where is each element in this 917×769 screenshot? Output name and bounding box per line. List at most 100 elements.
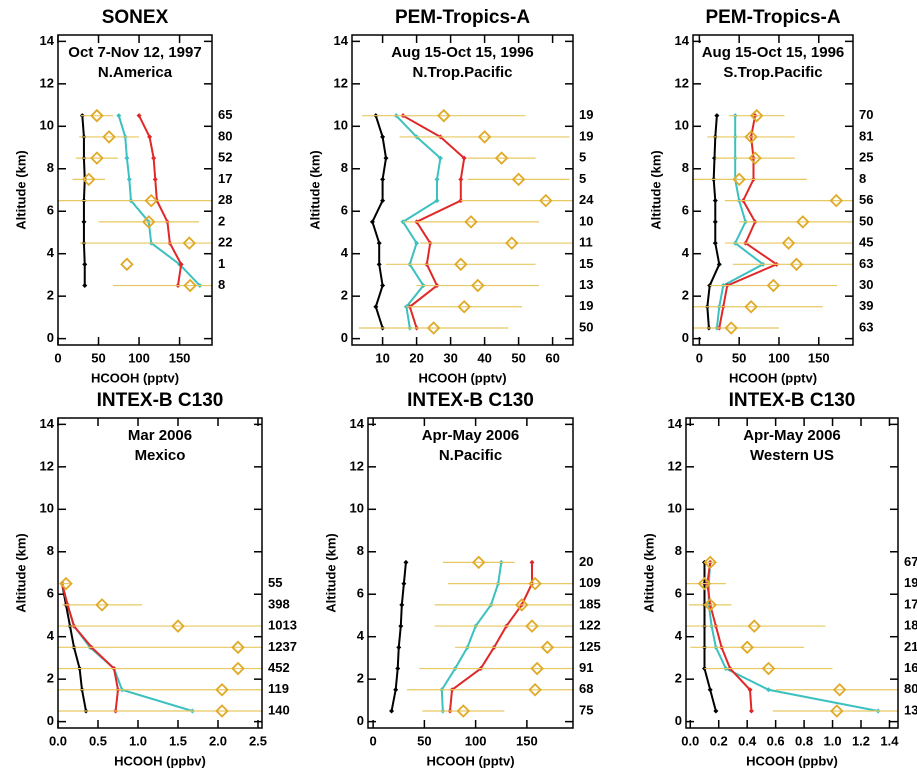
sample-count: 45 (859, 235, 873, 250)
diamond-marker (471, 555, 486, 570)
point-marker (711, 155, 717, 161)
y-tick-label: 2 (675, 671, 682, 686)
sample-count: 91 (579, 660, 593, 675)
point-marker (136, 113, 142, 119)
diamond-marker (215, 704, 229, 718)
y-tick-label: 10 (668, 501, 682, 516)
sample-count: 1237 (268, 639, 297, 654)
diamond-marker (182, 236, 197, 250)
point-marker (712, 240, 718, 246)
sample-count: 218 (904, 639, 917, 654)
diamond-marker (732, 172, 746, 187)
sample-count: 452 (268, 660, 290, 675)
y-tick-label: 12 (40, 458, 54, 473)
diamond-marker (471, 278, 485, 293)
sample-count: 52 (218, 150, 232, 165)
panel-subtitle: Apr-May 2006 (743, 427, 841, 444)
y-tick-label: 14 (668, 416, 683, 431)
plot-area (58, 108, 212, 293)
sample-count: 50 (579, 319, 593, 334)
x-tick-label: 50 (511, 350, 525, 365)
point-marker (380, 283, 386, 289)
axes-frame (57, 417, 263, 729)
y-tick-label: 6 (357, 586, 364, 601)
panel-subtitle: N.America (98, 64, 173, 81)
sample-count: 8 (859, 171, 866, 186)
x-tick-label: 0.2 (710, 733, 728, 748)
diamond-marker (832, 683, 847, 697)
sample-count: 140 (268, 702, 290, 717)
axes-frame (692, 34, 854, 346)
point-marker (747, 687, 753, 693)
sample-count: 5 (579, 171, 586, 186)
point-marker (178, 261, 184, 267)
diamond-marker (525, 619, 539, 633)
panel: INTEX-B C130 Apr-May 2006 Western US HCOOH … (641, 390, 917, 768)
plot-area (686, 555, 898, 718)
point-marker (151, 155, 157, 161)
diamond-marker (90, 108, 104, 123)
panel-title: SONEX (102, 7, 169, 28)
sample-count: 19 (579, 298, 593, 313)
x-tick-label: 100 (128, 350, 150, 365)
panel-subtitle: Apr-May 2006 (422, 427, 520, 444)
y-tick-label: 6 (47, 586, 54, 601)
sample-count: 67 (904, 554, 917, 569)
x-tick-label: 2.0 (209, 733, 227, 748)
point-marker (398, 623, 404, 629)
point-marker (396, 644, 402, 650)
x-tick-label: 1.5 (169, 733, 187, 748)
panel-subtitle: N.Pacific (439, 447, 502, 464)
profile-line (390, 562, 407, 712)
point-marker (434, 198, 440, 204)
x-axis-label: HCOOH (pptv) (729, 370, 817, 385)
panel: INTEX-B C130 Mar 2006 Mexico HCOOH (ppbv) Al… (13, 390, 297, 768)
diamond-marker (215, 683, 229, 697)
y-axis-label: Altitude (km) (13, 533, 28, 612)
x-tick-label: 2.5 (249, 733, 267, 748)
y-tick-label: 2 (357, 671, 364, 686)
x-tick-label: 150 (516, 733, 538, 748)
x-tick-label: 0.6 (767, 733, 785, 748)
sample-count: 25 (859, 150, 873, 165)
y-axis-label: Altitude (km) (323, 533, 338, 612)
sample-count: 56 (859, 192, 873, 207)
x-tick-label: 1.0 (824, 733, 842, 748)
x-tick-label: 0.5 (89, 733, 107, 748)
y-tick-label: 12 (350, 458, 364, 473)
x-tick-label: 0 (54, 350, 61, 365)
y-tick-label: 0 (682, 330, 689, 345)
axes-frame (685, 417, 899, 729)
point-marker (147, 134, 153, 140)
sample-count: 68 (579, 681, 593, 696)
y-tick-label: 12 (668, 458, 682, 473)
point-marker (380, 198, 386, 204)
y-tick-label: 4 (682, 245, 690, 260)
panel-subtitle: S.Trop.Pacific (723, 64, 822, 81)
point-marker (393, 687, 399, 693)
diamond-marker (540, 640, 555, 655)
point-marker (389, 708, 395, 714)
x-tick-label: 20 (409, 350, 423, 365)
x-tick-label: 150 (808, 350, 830, 365)
axes-frame (57, 34, 213, 346)
point-marker (712, 198, 718, 204)
panel: INTEX-B C130 Apr-May 2006 N.Pacific HCOOH (… (323, 390, 600, 768)
profile-line (707, 562, 879, 712)
y-axis-label: Altitude (km) (641, 533, 656, 612)
y-tick-label: 10 (40, 118, 54, 133)
diamond-marker (697, 576, 712, 591)
diamond-marker (171, 619, 185, 633)
sample-count: 1013 (268, 618, 297, 633)
diamond-marker (539, 193, 553, 208)
point-marker (712, 219, 718, 225)
x-tick-label: 100 (465, 733, 487, 748)
profile-line (449, 562, 533, 712)
diamond-marker (781, 236, 796, 250)
point-marker (82, 261, 88, 267)
sample-count: 10 (579, 213, 593, 228)
sample-count: 63 (859, 319, 873, 334)
diamond-marker (102, 130, 116, 144)
panel-subtitle: Mexico (135, 447, 186, 464)
diamond-marker (530, 661, 544, 676)
